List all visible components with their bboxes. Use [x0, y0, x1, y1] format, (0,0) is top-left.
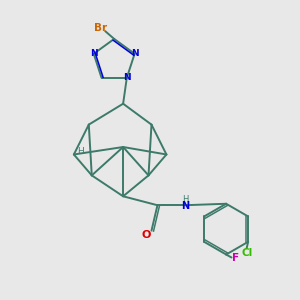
Text: H: H	[77, 147, 84, 156]
Text: Br: Br	[94, 22, 107, 33]
Text: N: N	[131, 49, 138, 58]
Text: N: N	[181, 201, 189, 211]
Text: O: O	[141, 230, 151, 240]
Text: N: N	[90, 49, 98, 58]
Text: N: N	[123, 73, 130, 82]
Text: F: F	[232, 253, 239, 263]
Text: Cl: Cl	[241, 248, 252, 258]
Text: H: H	[182, 195, 188, 204]
